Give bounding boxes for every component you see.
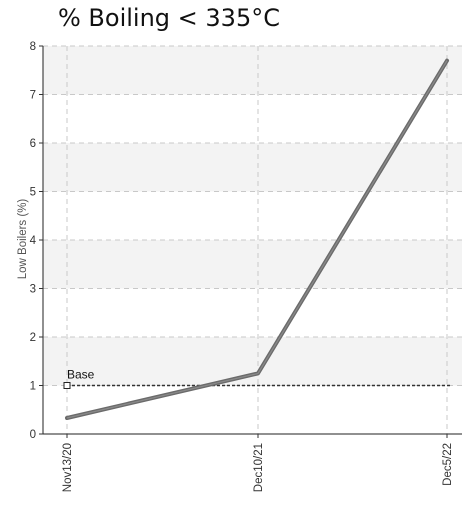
reference-lines: Base [63,368,452,389]
y-tick-label: 5 [30,187,36,199]
y-tick-label: 4 [30,235,37,247]
series-lines [65,58,449,420]
y-tick-label: 8 [30,41,36,53]
chart-title: % Boiling < 335°C [58,4,280,32]
background-band [43,46,462,95]
background-band [43,143,462,192]
plot-background-bands [43,46,462,386]
reference-label-base: Base [67,368,95,382]
x-ticks: Nov13/20 Dec10/21 Dec5/22 [62,434,454,492]
y-tick-label: 7 [30,90,36,102]
x-tick-label: Dec5/22 [442,443,454,486]
x-tick-label: Dec10/21 [253,443,265,492]
y-tick-label: 2 [30,332,36,344]
y-tick-label: 0 [30,429,36,441]
y-tick-label: 1 [30,381,36,393]
background-band [43,337,462,386]
y-ticks: 0 1 2 3 4 5 6 7 8 [30,41,43,441]
y-tick-label: 3 [30,284,36,296]
reference-marker-base [63,382,71,389]
y-tick-label: 6 [30,138,36,150]
y-axis-label: Low Boilers (%) [17,199,29,280]
background-band [43,240,462,289]
x-tick-label: Nov13/20 [62,443,74,492]
